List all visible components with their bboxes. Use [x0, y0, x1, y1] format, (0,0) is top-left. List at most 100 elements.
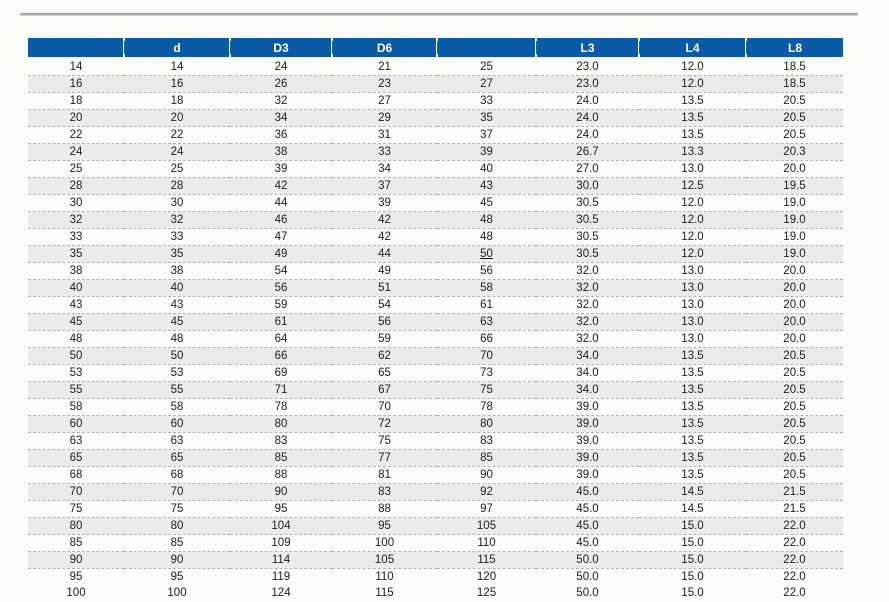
column-header: L4: [638, 38, 746, 58]
cell: 100: [167, 587, 187, 600]
cell: 28: [69, 180, 83, 192]
cell: 65: [69, 452, 83, 464]
cell: 18: [170, 95, 184, 107]
cell: 90: [480, 469, 493, 481]
table-row: 53 53 69 65 73 34.0 13.5 20.5: [28, 365, 843, 382]
cell: 27.0: [576, 163, 599, 175]
cell: 26: [274, 78, 288, 90]
cell: 45: [69, 316, 83, 328]
column-header: D3: [229, 38, 332, 58]
cell: 13.0: [681, 163, 704, 175]
table-row: 28 28 42 37 43 30.0 12.5 19.5: [28, 177, 843, 195]
cell: 39.0: [576, 469, 599, 481]
cell: 90: [274, 486, 288, 498]
cell: 70: [480, 350, 493, 362]
cell: 16: [170, 78, 184, 90]
top-divider-rule: [20, 13, 858, 16]
cell: 15.0: [681, 537, 704, 549]
table-row: 68 68 88 81 90 39.0 13.5 20.5: [28, 467, 843, 484]
cell: 24.0: [576, 112, 599, 124]
cell: 49: [274, 248, 288, 260]
cell: 12.0: [681, 248, 704, 260]
cell: 39.0: [576, 435, 599, 447]
cell: 21.5: [783, 503, 806, 515]
cell: 39.0: [576, 452, 599, 464]
cell: 23: [378, 78, 391, 90]
cell: 36: [274, 129, 288, 141]
cell: 45.0: [576, 537, 599, 549]
cell: 68: [170, 469, 184, 481]
column-header: D6: [331, 38, 437, 58]
cell: 124: [271, 587, 291, 600]
table-row: 90 90 114 105 115 50.0 15.0 22.0: [28, 551, 843, 569]
cell: 15.0: [681, 571, 704, 583]
cell: 53: [170, 367, 184, 379]
cell: 115: [375, 587, 394, 600]
cell: 33: [480, 95, 493, 107]
cell: 20.3: [783, 146, 806, 158]
cell: 28: [170, 180, 184, 192]
table-row: 80 80 104 95 105 45.0 15.0 22.0: [28, 517, 843, 535]
cell: 110: [375, 571, 394, 583]
cell: 65: [378, 367, 391, 379]
cell: 60: [170, 418, 184, 430]
cell: 13.5: [681, 367, 704, 379]
cell: 61: [480, 299, 493, 311]
cell: 20.0: [783, 299, 806, 311]
cell: 13.5: [681, 469, 704, 481]
table-row: 22 22 36 31 37 24.0 13.5 20.5: [28, 127, 843, 144]
cell: 32: [170, 214, 184, 226]
column-header: [28, 38, 124, 58]
cell: 80: [480, 418, 493, 430]
table-body: 14 14 24 21 25 23.0 12.0 18.5 16 16 26 23 27 23.0 12.0…: [28, 58, 843, 601]
cell: 66: [480, 333, 493, 345]
cell: 20.5: [783, 367, 806, 379]
cell: 50.0: [576, 554, 599, 566]
table-row: 43 43 59 54 61 32.0 13.0 20.0: [28, 297, 843, 314]
cell: 66: [274, 350, 288, 362]
cell: 20.5: [783, 112, 806, 124]
cell: 27: [480, 78, 493, 90]
cell: 78: [274, 401, 288, 413]
cell: 13.5: [681, 435, 704, 447]
cell: 22.0: [783, 571, 806, 583]
cell: 46: [274, 214, 288, 226]
cell: 49: [378, 265, 391, 277]
cell: 18.5: [783, 61, 806, 73]
table-row: 24 24 38 33 39 26.7 13.3 20.3: [28, 143, 843, 161]
cell: 85: [170, 537, 184, 549]
cell: 16: [69, 78, 83, 90]
table-row: 65 65 85 77 85 39.0 13.5 20.5: [28, 449, 843, 467]
cell: 42: [274, 180, 288, 192]
cell: 58: [480, 282, 493, 294]
cell: 45.0: [576, 503, 599, 515]
cell: 13.0: [681, 316, 704, 328]
cell: 12.0: [681, 231, 704, 243]
cell: 22.0: [783, 587, 806, 600]
cell: 68: [69, 469, 83, 481]
cell: 59: [378, 333, 391, 345]
cell: 105: [476, 520, 497, 532]
cell: 88: [274, 469, 288, 481]
cell: 20.5: [783, 384, 806, 396]
cell: 27: [378, 95, 391, 107]
cell: 95: [274, 503, 288, 515]
cell: 39.0: [576, 418, 599, 430]
cell: 43: [170, 299, 184, 311]
cell: 38: [170, 265, 184, 277]
cell: 64: [274, 333, 288, 345]
cell: 37: [378, 180, 391, 192]
cell: 20.5: [783, 435, 806, 447]
cell: 35: [480, 112, 493, 124]
cell: 50: [170, 350, 184, 362]
cell: 48: [480, 214, 493, 226]
cell: 25: [480, 61, 493, 73]
cell: 15.0: [681, 587, 704, 600]
table-row: 16 16 26 23 27 23.0 12.0 18.5: [28, 75, 843, 93]
cell: 13.5: [681, 384, 704, 396]
cell: 43: [69, 299, 83, 311]
cell: 65: [170, 452, 184, 464]
cell: 24: [274, 61, 288, 73]
cell: 75: [480, 384, 493, 396]
cell: 48: [480, 231, 493, 243]
